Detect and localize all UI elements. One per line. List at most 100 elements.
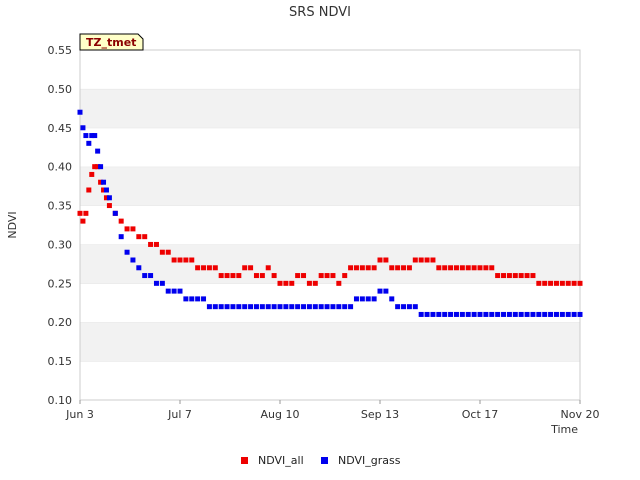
y-tick-label: 0.55 bbox=[48, 44, 73, 57]
point-ndvi-all bbox=[77, 210, 83, 216]
point-ndvi-all bbox=[559, 280, 565, 286]
grid-band bbox=[80, 50, 580, 89]
point-ndvi-grass bbox=[489, 311, 495, 317]
point-ndvi-all bbox=[253, 273, 259, 279]
point-ndvi-all bbox=[242, 265, 248, 271]
badge-label: TZ_tmet bbox=[86, 36, 136, 49]
point-ndvi-all bbox=[477, 265, 483, 271]
point-ndvi-all bbox=[271, 273, 277, 279]
point-ndvi-all bbox=[371, 265, 377, 271]
point-ndvi-all bbox=[359, 265, 365, 271]
x-tick-label: Jul 7 bbox=[167, 408, 192, 421]
point-ndvi-grass bbox=[442, 311, 448, 317]
point-ndvi-all bbox=[418, 257, 424, 263]
point-ndvi-all bbox=[259, 273, 265, 279]
point-ndvi-all bbox=[236, 273, 242, 279]
point-ndvi-grass bbox=[318, 304, 324, 310]
point-ndvi-grass bbox=[430, 311, 436, 317]
point-ndvi-all bbox=[206, 265, 212, 271]
point-ndvi-all bbox=[171, 257, 177, 263]
point-ndvi-grass bbox=[377, 288, 383, 294]
y-tick-label: 0.30 bbox=[48, 238, 73, 251]
point-ndvi-all bbox=[101, 187, 107, 193]
x-tick-label: Sep 13 bbox=[361, 408, 399, 421]
point-ndvi-all bbox=[106, 203, 112, 209]
point-ndvi-all bbox=[353, 265, 359, 271]
plot-bands bbox=[80, 49, 580, 400]
point-ndvi-all bbox=[142, 234, 148, 240]
point-ndvi-all bbox=[424, 257, 430, 263]
point-ndvi-grass bbox=[183, 296, 189, 302]
point-ndvi-grass bbox=[153, 280, 159, 286]
point-ndvi-all bbox=[524, 273, 530, 279]
point-ndvi-all bbox=[224, 273, 230, 279]
point-ndvi-grass bbox=[101, 179, 107, 185]
legend: NDVI_all NDVI_grass bbox=[241, 454, 401, 467]
point-ndvi-grass bbox=[95, 148, 101, 154]
point-ndvi-all bbox=[506, 273, 512, 279]
point-ndvi-grass bbox=[495, 311, 501, 317]
point-ndvi-all bbox=[342, 273, 348, 279]
point-ndvi-grass bbox=[553, 311, 559, 317]
point-ndvi-all bbox=[383, 257, 389, 263]
y-tick-label: 0.50 bbox=[48, 83, 73, 96]
point-ndvi-grass bbox=[401, 304, 407, 310]
point-ndvi-grass bbox=[295, 304, 301, 310]
grid-band bbox=[80, 322, 580, 362]
point-ndvi-grass bbox=[348, 304, 354, 310]
point-ndvi-grass bbox=[383, 288, 389, 294]
badge-shape bbox=[79, 33, 144, 51]
point-ndvi-all bbox=[436, 265, 442, 271]
y-tick-label: 0.25 bbox=[48, 277, 73, 290]
point-ndvi-grass bbox=[395, 304, 401, 310]
point-ndvi-grass bbox=[453, 311, 459, 317]
point-ndvi-grass bbox=[565, 311, 571, 317]
point-ndvi-grass bbox=[406, 304, 412, 310]
point-ndvi-grass bbox=[136, 265, 142, 271]
y-axis-ticks: 0.10 0.15 0.20 0.25 0.30 0.35 0.40 0.45 0.50 0.55 bbox=[48, 44, 73, 407]
x-tick-label: Oct 17 bbox=[462, 408, 499, 421]
point-ndvi-all bbox=[495, 273, 501, 279]
point-ndvi-all bbox=[98, 179, 104, 185]
point-ndvi-all bbox=[553, 280, 559, 286]
point-ndvi-all bbox=[165, 249, 171, 255]
y-tick-label: 0.15 bbox=[48, 355, 73, 368]
point-ndvi-all bbox=[377, 257, 383, 263]
point-ndvi-all bbox=[95, 164, 101, 170]
point-ndvi-grass bbox=[189, 296, 195, 302]
y-tick-label: 0.45 bbox=[48, 122, 73, 135]
point-ndvi-all bbox=[395, 265, 401, 271]
point-ndvi-grass bbox=[506, 311, 512, 317]
point-ndvi-all bbox=[401, 265, 407, 271]
point-ndvi-all bbox=[301, 273, 307, 279]
point-ndvi-all bbox=[442, 265, 448, 271]
point-ndvi-all bbox=[118, 218, 124, 224]
point-ndvi-grass bbox=[418, 311, 424, 317]
legend-swatch-ndvi-all bbox=[241, 457, 248, 464]
point-ndvi-grass bbox=[471, 311, 477, 317]
point-ndvi-grass bbox=[148, 273, 154, 279]
point-ndvi-grass bbox=[159, 280, 165, 286]
point-ndvi-grass bbox=[530, 311, 536, 317]
legend-swatch-ndvi-grass bbox=[321, 457, 328, 464]
point-ndvi-grass bbox=[559, 311, 565, 317]
point-ndvi-grass bbox=[103, 187, 109, 193]
point-ndvi-all bbox=[530, 273, 536, 279]
point-ndvi-grass bbox=[548, 311, 554, 317]
point-ndvi-grass bbox=[342, 304, 348, 310]
point-ndvi-all bbox=[565, 280, 571, 286]
point-ndvi-grass bbox=[542, 311, 548, 317]
point-ndvi-all bbox=[471, 265, 477, 271]
point-ndvi-all bbox=[86, 187, 92, 193]
point-ndvi-grass bbox=[80, 125, 86, 131]
point-ndvi-grass bbox=[412, 304, 418, 310]
point-ndvi-all bbox=[218, 273, 224, 279]
point-ndvi-all bbox=[318, 273, 324, 279]
point-ndvi-grass bbox=[353, 296, 359, 302]
point-ndvi-grass bbox=[142, 273, 148, 279]
point-ndvi-grass bbox=[536, 311, 542, 317]
point-ndvi-grass bbox=[271, 304, 277, 310]
point-ndvi-all bbox=[306, 280, 312, 286]
point-ndvi-grass bbox=[265, 304, 271, 310]
